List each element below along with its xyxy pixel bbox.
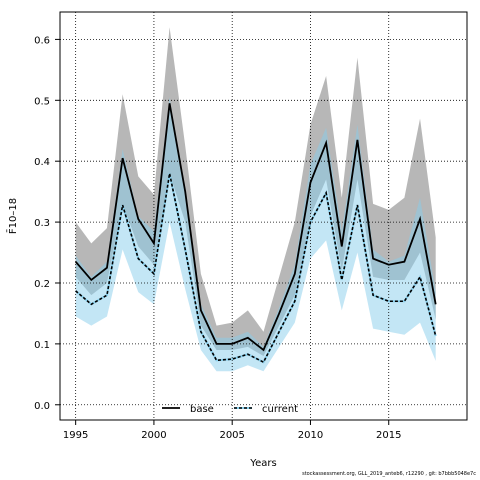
y-axis-ticks: 0.0 0.1 0.2 0.3 0.4 0.5 0.6: [34, 35, 60, 412]
legend: base current: [162, 404, 298, 415]
x-tick-label-2000: 2000: [141, 430, 166, 441]
x-tick-label-2005: 2005: [219, 430, 244, 441]
y-tick-label-0.6: 0.6: [34, 35, 50, 46]
footer-attribution: stockassessment.org, GLL_2019_anteb6, r1…: [302, 471, 476, 477]
band-current: [75, 97, 436, 372]
x-tick-label-2015: 2015: [376, 430, 401, 441]
line-base: [74, 103, 437, 352]
gridlines: [60, 12, 467, 420]
series-lines: [74, 103, 437, 364]
x-axis-label: Years: [249, 458, 276, 469]
x-tick-label-1995: 1995: [63, 430, 88, 441]
x-axis-ticks: 1995 2000 2005 2010 2015: [63, 420, 401, 441]
legend-label-base: base: [190, 404, 214, 415]
y-tick-label-0.2: 0.2: [34, 279, 50, 290]
y-tick-label-0.4: 0.4: [34, 157, 50, 168]
x-tick-label-2010: 2010: [298, 430, 323, 441]
y-tick-label-0.3: 0.3: [34, 218, 50, 229]
y-tick-label-0.1: 0.1: [34, 340, 50, 351]
y-tick-label-0.5: 0.5: [34, 96, 50, 107]
plot-frame: [59, 11, 468, 421]
line-current: [75, 173, 437, 364]
y-tick-label-0: 0.0: [34, 401, 50, 412]
confidence-bands: [75, 27, 436, 372]
y-axis-label: F̄10–18: [6, 198, 19, 234]
band-base: [75, 27, 436, 357]
legend-label-current: current: [262, 404, 298, 415]
